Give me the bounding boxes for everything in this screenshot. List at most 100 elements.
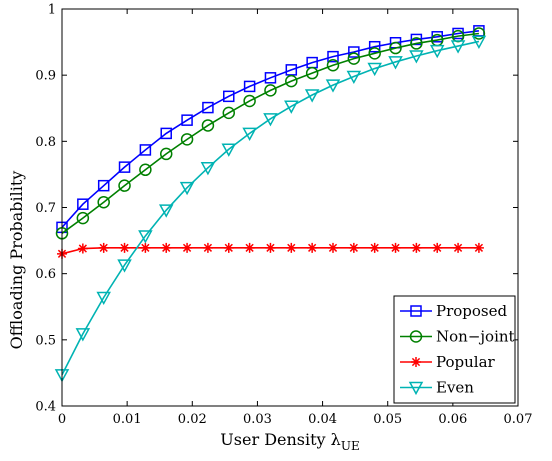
- series-line: [61, 40, 480, 376]
- data-point: [223, 90, 235, 103]
- x-tick-label: 0.07: [504, 412, 533, 427]
- series-line: [61, 30, 480, 228]
- series-even: [54, 35, 487, 383]
- data-point: [347, 52, 361, 65]
- data-point: [161, 242, 172, 253]
- data-point: [263, 113, 278, 127]
- data-point: [325, 79, 341, 93]
- plot-area: [54, 25, 487, 383]
- x-tick-label: 0.06: [438, 412, 467, 427]
- data-point: [181, 114, 193, 126]
- y-tick-label: 0.9: [35, 69, 56, 84]
- data-point: [388, 56, 403, 70]
- data-point: [368, 47, 381, 60]
- y-axis-label: Offloading Probability: [7, 171, 26, 350]
- data-point: [327, 242, 338, 253]
- data-point: [368, 40, 381, 53]
- y-tick-label: 0.4: [35, 400, 56, 415]
- data-point: [471, 35, 487, 49]
- data-point: [179, 181, 195, 196]
- x-tick-label: 0: [58, 412, 66, 427]
- data-point: [411, 357, 421, 367]
- data-point: [160, 127, 172, 140]
- data-point: [369, 242, 380, 253]
- data-point: [140, 242, 151, 253]
- data-point: [327, 50, 339, 63]
- data-point: [473, 242, 484, 253]
- data-point: [408, 381, 424, 396]
- data-point: [242, 127, 257, 141]
- data-point: [119, 242, 130, 253]
- x-tick-label: 0.02: [178, 412, 207, 427]
- x-axis-label-main: User Density λ: [220, 430, 341, 449]
- y-tick-label: 0.8: [35, 135, 56, 150]
- legend-entry: Proposed: [400, 302, 508, 320]
- data-point: [304, 89, 320, 103]
- x-axis-label: User Density λUE: [220, 430, 359, 453]
- legend: Proposed Non−joint Popular Even: [393, 295, 516, 404]
- data-point: [97, 179, 110, 192]
- data-point: [346, 70, 362, 85]
- x-tick-label: 0.05: [373, 412, 402, 427]
- legend-label: Non−joint: [436, 328, 515, 346]
- data-point: [202, 242, 213, 253]
- series-non-joint: [55, 27, 486, 240]
- x-tick-label: 0.04: [308, 412, 337, 427]
- data-point: [76, 211, 90, 225]
- data-point: [244, 242, 255, 253]
- series-line: [61, 32, 480, 234]
- data-point: [307, 242, 318, 253]
- data-point: [286, 242, 297, 253]
- data-point: [97, 195, 110, 209]
- data-point: [201, 119, 215, 132]
- data-point: [472, 27, 486, 40]
- data-point: [348, 46, 360, 58]
- y-tick-label: 0.7: [35, 201, 56, 216]
- data-point: [223, 242, 234, 253]
- data-point: [118, 161, 131, 173]
- data-point: [202, 101, 214, 114]
- x-tick-label: 0.01: [113, 412, 142, 427]
- data-point: [200, 162, 216, 176]
- legend-entry: Popular: [400, 353, 496, 371]
- data-point: [139, 163, 152, 177]
- data-point: [305, 66, 319, 80]
- data-point: [429, 44, 445, 59]
- data-point: [118, 179, 131, 192]
- data-point: [284, 100, 299, 114]
- data-point: [450, 40, 466, 54]
- data-point: [389, 41, 402, 55]
- data-point: [410, 305, 422, 317]
- legend-box: [393, 295, 516, 404]
- data-point: [243, 80, 256, 93]
- y-tick-label: 0.5: [35, 333, 56, 348]
- x-axis-label-subscript: UE: [341, 439, 360, 453]
- data-point: [453, 242, 464, 253]
- data-point: [285, 74, 298, 88]
- legend-label: Popular: [436, 353, 496, 371]
- data-point: [411, 242, 422, 253]
- legend-label: Proposed: [436, 302, 508, 320]
- series-popular: [57, 242, 484, 259]
- x-tick-label: 0.03: [243, 412, 272, 427]
- data-point: [348, 242, 359, 253]
- data-point: [264, 84, 277, 97]
- data-point: [159, 147, 173, 161]
- data-point: [326, 58, 340, 72]
- data-point: [77, 198, 89, 210]
- data-point: [158, 204, 174, 218]
- data-point: [96, 291, 111, 306]
- y-tick-label: 1: [48, 3, 56, 18]
- data-point: [410, 37, 423, 50]
- data-point: [432, 242, 443, 253]
- data-point: [367, 62, 382, 77]
- data-point: [180, 133, 194, 146]
- y-tick-label: 0.6: [35, 267, 56, 282]
- legend-entry: Non−joint: [400, 328, 515, 346]
- data-point: [410, 33, 423, 46]
- axes: 0 0.01 0.02 0.03 0.04 0.05 0.06 0.07 0.4 0.5 0.6 0.…: [35, 3, 532, 428]
- legend-entry: Even: [400, 379, 474, 397]
- data-point: [139, 144, 152, 156]
- data-point: [98, 242, 109, 253]
